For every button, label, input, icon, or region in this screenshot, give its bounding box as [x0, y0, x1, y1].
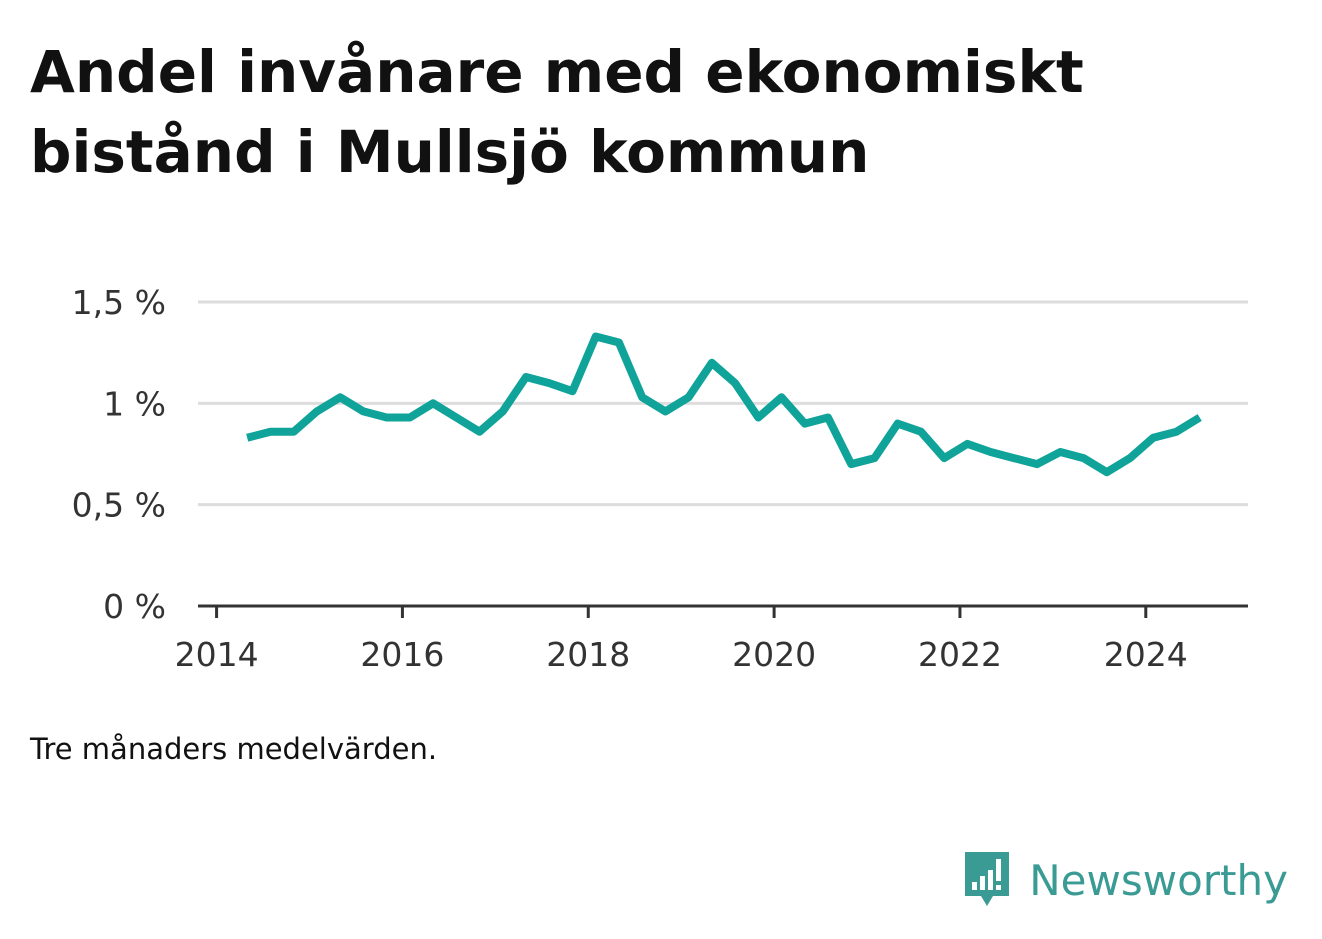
x-tick-label: 2022 — [918, 635, 1002, 674]
chart-title-line-1: Andel invånare med ekonomiskt — [30, 38, 1084, 106]
series-lines — [246, 332, 1202, 477]
x-axis-ticks: 2014 2016 2018 2020 2022 2024 — [175, 606, 1188, 674]
y-tick-label: 1 % — [103, 384, 166, 423]
y-tick-label: 0 % — [103, 587, 166, 626]
newsworthy-logo-icon — [965, 852, 1010, 906]
newsworthy-logo: Newsworthy — [963, 850, 1288, 910]
x-tick-label: 2014 — [175, 635, 259, 674]
chart-footnote: Tre månaders medelvärden. — [30, 732, 438, 766]
newsworthy-logo-text: Newsworthy — [1029, 855, 1288, 905]
gridlines — [198, 300, 1248, 507]
x-tick-label: 2018 — [546, 635, 630, 674]
x-tick-label: 2020 — [732, 635, 816, 674]
line-chart: 0 % 0,5 % 1 % 1,5 % 2014 2016 2018 2020 2022 202… — [72, 283, 1248, 674]
y-tick-label: 1,5 % — [72, 283, 166, 322]
y-axis-tick-labels: 0 % 0,5 % 1 % 1,5 % — [72, 283, 166, 626]
x-tick-label: 2016 — [360, 635, 444, 674]
series-line — [246, 332, 1202, 477]
y-tick-label: 0,5 % — [72, 486, 166, 525]
chart-title: Andel invånare med ekonomiskt bistånd i … — [30, 32, 1230, 192]
x-tick-label: 2024 — [1104, 635, 1188, 674]
chart-title-line-2: bistånd i Mullsjö kommun — [30, 118, 870, 186]
